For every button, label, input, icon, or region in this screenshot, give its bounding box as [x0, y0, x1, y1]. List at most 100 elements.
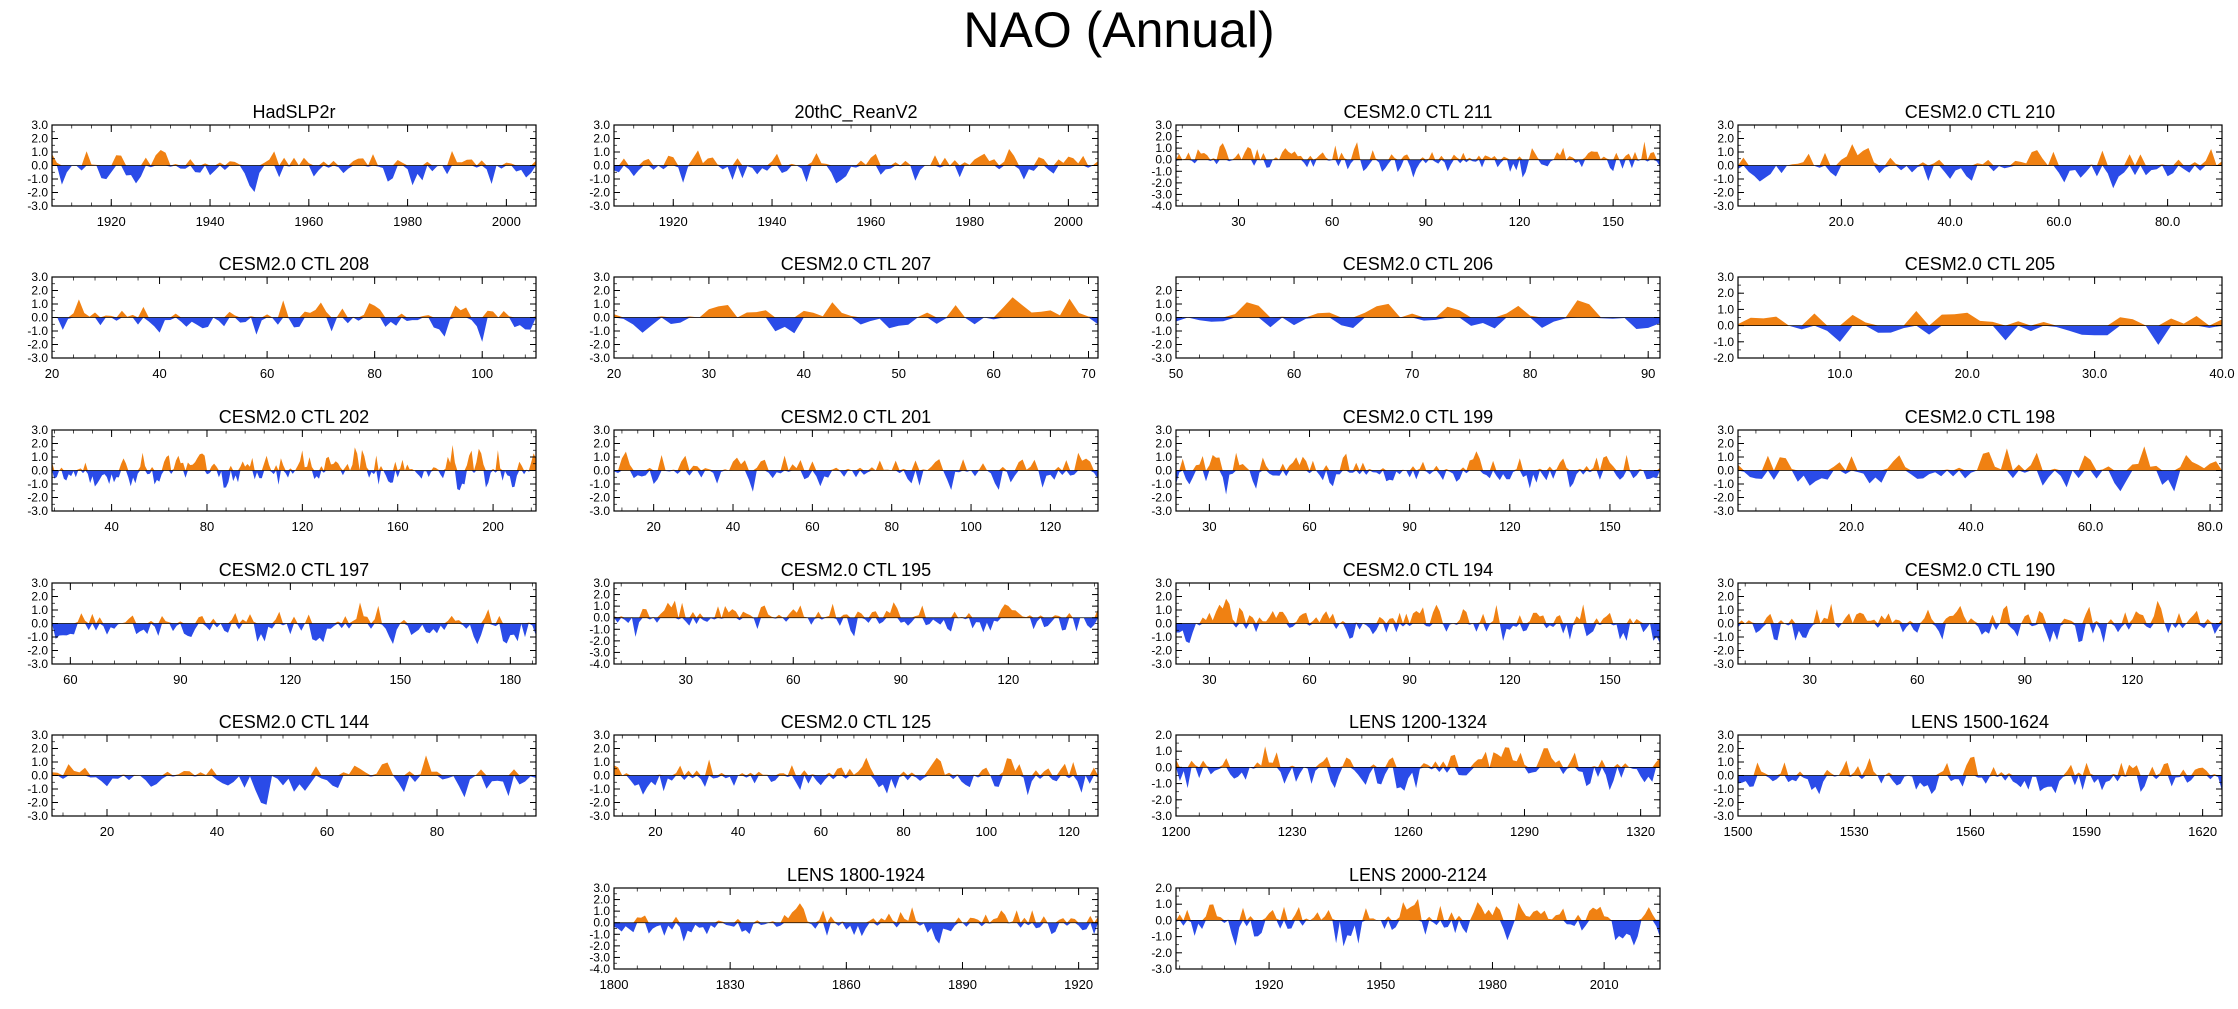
y-tick-label: -3.0: [1151, 809, 1172, 823]
y-tick-label: -1.0: [1713, 630, 1734, 644]
x-tick-label: 80.0: [2155, 214, 2180, 229]
x-tick-label: 120: [279, 672, 301, 687]
positive-area: [614, 757, 1098, 776]
x-tick-label: 2000: [1054, 214, 1083, 229]
panel-title: CESM2.0 CTL 202: [219, 407, 369, 427]
x-tick-label: 120: [1058, 824, 1080, 839]
y-tick-label: 1.0: [31, 603, 48, 617]
x-tick-label: 1290: [1510, 824, 1539, 839]
y-tick-label: 3.0: [1155, 423, 1172, 437]
panel-21: LENS 1800-1924 3.02.01.00.0-1.0-2.0-3.0-4…: [589, 865, 1099, 992]
y-tick-label: -3.0: [1713, 504, 1734, 518]
x-tick-label: 200: [482, 519, 504, 534]
y-tick-label: 1.0: [593, 297, 610, 311]
negative-area: [52, 165, 536, 192]
x-tick-label: 30: [1202, 672, 1216, 687]
y-tick-label: 0.0: [593, 464, 610, 478]
x-tick-label: 120: [291, 519, 313, 534]
y-tick-label: -3.0: [1713, 199, 1734, 213]
x-tick-label: 80: [200, 519, 214, 534]
positive-area: [1176, 746, 1660, 768]
x-tick-label: 90: [1419, 214, 1433, 229]
y-tick-label: 0.0: [1155, 913, 1172, 927]
panel-title: CESM2.0 CTL 198: [1905, 407, 2055, 427]
y-tick-label: 2.0: [593, 284, 610, 298]
panel-title: LENS 2000-2124: [1349, 865, 1487, 885]
y-tick-label: -3.0: [1151, 351, 1172, 365]
x-tick-label: 20: [607, 366, 621, 381]
y-tick-label: 2.0: [593, 742, 610, 756]
positive-area: [1176, 141, 1660, 160]
x-tick-label: 30: [1231, 214, 1245, 229]
x-tick-label: 150: [1599, 672, 1621, 687]
x-tick-label: 70: [1405, 366, 1419, 381]
positive-area: [52, 755, 536, 776]
y-tick-label: 0.0: [31, 159, 48, 173]
y-tick-label: 3.0: [31, 576, 48, 590]
y-tick-label: 2.0: [1717, 132, 1734, 146]
y-tick-label: -1.0: [27, 324, 48, 338]
x-tick-label: 100: [960, 519, 982, 534]
y-tick-label: 0.0: [1717, 159, 1734, 173]
y-tick-label: -1.0: [589, 172, 610, 186]
x-tick-label: 1260: [1394, 824, 1423, 839]
x-tick-label: 80: [896, 824, 910, 839]
y-tick-label: -1.0: [1713, 172, 1734, 186]
x-tick-label: 80: [367, 366, 381, 381]
y-tick-label: -1.0: [27, 782, 48, 796]
y-tick-label: 2.0: [31, 742, 48, 756]
y-tick-label: -1.0: [589, 622, 610, 636]
y-tick-label: -1.0: [1151, 630, 1172, 644]
x-tick-label: 70: [1081, 366, 1095, 381]
y-tick-label: 1.0: [1717, 145, 1734, 159]
y-tick-label: 1.0: [1717, 755, 1734, 769]
negative-area: [614, 617, 1098, 637]
y-tick-label: 0.0: [31, 769, 48, 783]
y-tick-label: -3.0: [27, 809, 48, 823]
y-tick-label: 2.0: [1717, 437, 1734, 451]
y-tick-label: 1.0: [31, 145, 48, 159]
y-tick-label: 3.0: [593, 881, 610, 895]
x-tick-label: 1960: [856, 214, 885, 229]
x-tick-label: 160: [387, 519, 409, 534]
x-tick-label: 1920: [1255, 977, 1284, 992]
x-tick-label: 1230: [1278, 824, 1307, 839]
panel-10: CESM2.0 CTL 201 3.02.01.00.0-1.0-2.0-3.0 2…: [589, 407, 1099, 534]
y-tick-label: -1.0: [1151, 777, 1172, 791]
y-tick-label: -3.0: [1151, 504, 1172, 518]
panel-11: CESM2.0 CTL 199 3.02.01.00.0-1.0-2.0-3.0 3…: [1151, 407, 1661, 534]
x-tick-label: 100: [471, 366, 493, 381]
panel-2: 20thC_ReanV2 3.02.01.00.0-1.0-2.0-3.0 1920…: [589, 102, 1099, 229]
positive-area: [52, 299, 536, 318]
x-tick-label: 1920: [97, 214, 126, 229]
negative-area: [52, 470, 536, 491]
panel-title: 20thC_ReanV2: [794, 102, 917, 123]
negative-area: [1176, 470, 1660, 495]
panel-7: CESM2.0 CTL 206 2.01.00.0-1.0-2.0-3.050 60…: [1151, 254, 1661, 381]
negative-area: [614, 775, 1098, 796]
y-tick-label: 0.0: [593, 159, 610, 173]
positive-area: [1176, 598, 1660, 624]
y-tick-label: 1.0: [1155, 744, 1172, 758]
negative-area: [1176, 317, 1660, 329]
y-tick-label: 0.0: [593, 311, 610, 325]
x-tick-label: 150: [1599, 519, 1621, 534]
x-tick-label: 80: [884, 519, 898, 534]
x-tick-label: 60: [260, 366, 274, 381]
negative-area: [1176, 159, 1660, 178]
y-tick-label: 1.0: [593, 145, 610, 159]
x-tick-label: 1950: [1366, 977, 1395, 992]
x-tick-label: 60: [1287, 366, 1301, 381]
y-tick-label: 3.0: [1155, 118, 1172, 132]
figure-title: NAO (Annual): [963, 2, 1275, 58]
y-tick-label: -2.0: [589, 491, 610, 505]
positive-area: [614, 451, 1098, 471]
panel-1: HadSLP2r 3.02.01.00.0-1.0-2.0-3.0 1920 1940…: [27, 102, 537, 229]
negative-area: [1738, 470, 2222, 492]
panel-title: CESM2.0 CTL 199: [1343, 407, 1493, 427]
y-tick-label: -3.0: [27, 504, 48, 518]
x-tick-label: 1320: [1626, 824, 1655, 839]
panel-15: CESM2.0 CTL 194 3.02.01.00.0-1.0-2.0-3.0 3…: [1151, 560, 1661, 687]
negative-area: [52, 623, 536, 645]
